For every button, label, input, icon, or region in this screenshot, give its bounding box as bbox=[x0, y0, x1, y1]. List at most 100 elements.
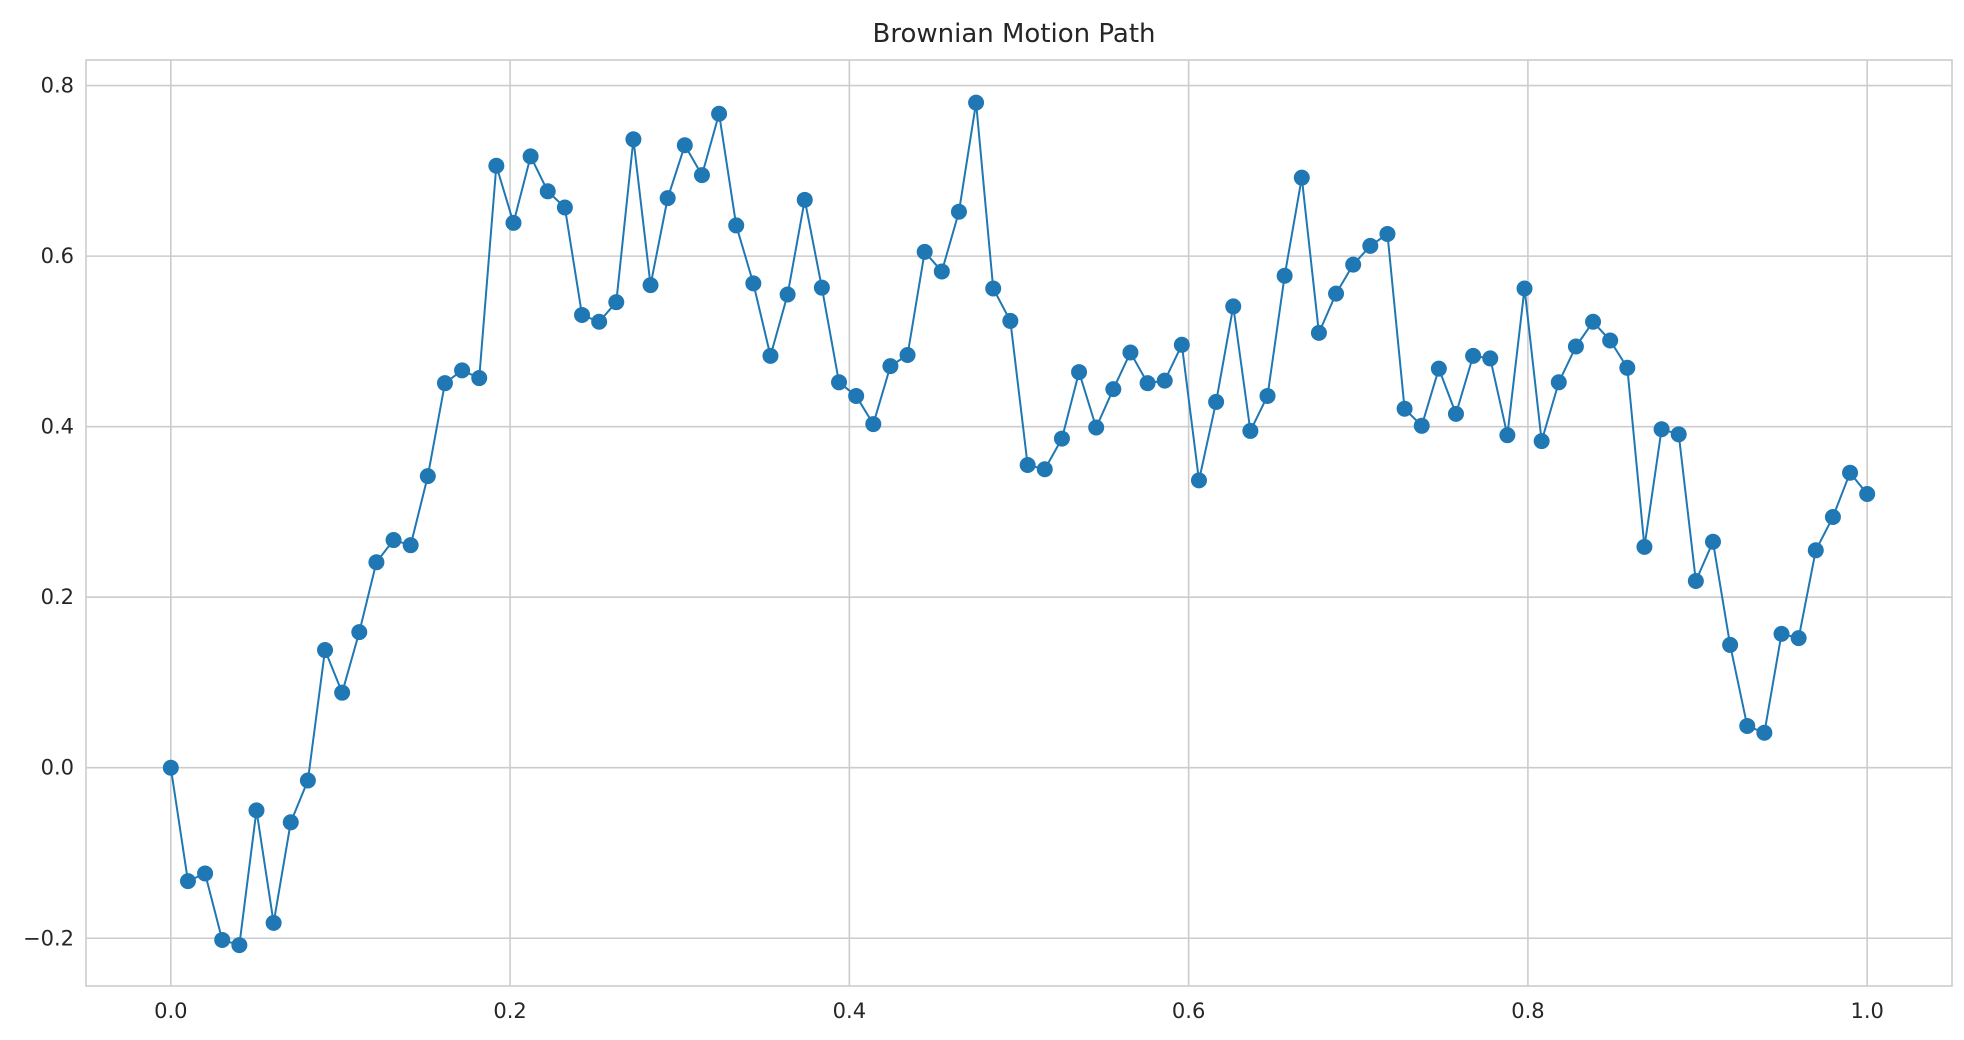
data-point bbox=[522, 148, 539, 165]
data-point bbox=[1259, 387, 1276, 404]
data-point bbox=[505, 214, 522, 231]
data-point bbox=[1053, 430, 1070, 447]
y-tick-label: 0.4 bbox=[41, 415, 74, 439]
data-point bbox=[1807, 542, 1824, 559]
data-point bbox=[693, 167, 710, 184]
data-point bbox=[796, 191, 813, 208]
data-point bbox=[1859, 486, 1876, 503]
data-point bbox=[1088, 419, 1105, 436]
data-point bbox=[1499, 427, 1516, 444]
grid bbox=[86, 60, 1952, 986]
y-tick-label: 0.2 bbox=[41, 585, 74, 609]
data-point bbox=[1242, 422, 1259, 439]
series-line bbox=[169, 101, 1868, 947]
data-point bbox=[779, 286, 796, 303]
data-point bbox=[1036, 461, 1053, 478]
data-point bbox=[1739, 717, 1756, 734]
data-point bbox=[813, 279, 830, 296]
data-point bbox=[1002, 312, 1019, 329]
data-point bbox=[1293, 169, 1310, 186]
data-point bbox=[265, 914, 282, 931]
data-point bbox=[1465, 347, 1482, 364]
y-tick-label: 0.6 bbox=[41, 244, 74, 268]
data-point bbox=[1722, 636, 1739, 653]
y-tick-label: −0.2 bbox=[23, 926, 74, 950]
y-tick-label: 0.0 bbox=[41, 756, 74, 780]
data-point bbox=[1704, 533, 1721, 550]
data-point bbox=[1619, 359, 1636, 376]
y-tick-label: 0.8 bbox=[41, 74, 74, 98]
x-tick-label: 0.8 bbox=[1511, 999, 1544, 1023]
data-point bbox=[419, 468, 436, 485]
data-point bbox=[282, 814, 299, 831]
data-point bbox=[1396, 400, 1413, 417]
data-point bbox=[1790, 630, 1807, 647]
data-point bbox=[1602, 332, 1619, 349]
x-tick-label: 0.6 bbox=[1172, 999, 1205, 1023]
data-point bbox=[1842, 464, 1859, 481]
data-point bbox=[1824, 509, 1841, 526]
data-point bbox=[1345, 256, 1362, 273]
data-point bbox=[950, 203, 967, 220]
data-point bbox=[1328, 285, 1345, 302]
data-point bbox=[676, 137, 693, 154]
data-point bbox=[231, 937, 248, 954]
data-point bbox=[1071, 364, 1088, 381]
data-point bbox=[299, 772, 316, 789]
data-point bbox=[933, 263, 950, 280]
data-point bbox=[882, 358, 899, 375]
data-point bbox=[1208, 393, 1225, 410]
data-point bbox=[1550, 374, 1567, 391]
data-point bbox=[317, 642, 334, 659]
data-point bbox=[574, 306, 591, 323]
data-point bbox=[1482, 350, 1499, 367]
x-tick-label: 0.4 bbox=[833, 999, 866, 1023]
data-point bbox=[1653, 421, 1670, 438]
data-point bbox=[556, 199, 573, 216]
data-point bbox=[1670, 426, 1687, 443]
data-point bbox=[848, 387, 865, 404]
data-point bbox=[1585, 313, 1602, 330]
data-point bbox=[1139, 375, 1156, 392]
data-point bbox=[248, 802, 265, 819]
data-point bbox=[368, 554, 385, 571]
data-point bbox=[402, 537, 419, 554]
data-point bbox=[1122, 344, 1139, 361]
data-point bbox=[1756, 724, 1773, 741]
data-point bbox=[642, 277, 659, 294]
data-point bbox=[488, 157, 505, 174]
data-point bbox=[831, 374, 848, 391]
data-point bbox=[1156, 372, 1173, 389]
x-axis: 0.0 0.2 0.4 0.6 0.8 1.0 bbox=[154, 999, 1884, 1023]
data-point bbox=[197, 865, 214, 882]
data-point bbox=[711, 105, 728, 122]
data-point bbox=[865, 416, 882, 433]
data-series bbox=[162, 94, 1876, 954]
data-point bbox=[471, 370, 488, 387]
data-point bbox=[539, 183, 556, 200]
data-point bbox=[1173, 336, 1190, 353]
data-point bbox=[728, 217, 745, 234]
data-point bbox=[214, 931, 231, 948]
plot-area bbox=[85, 59, 1953, 987]
data-point bbox=[1310, 324, 1327, 341]
data-point bbox=[1379, 225, 1396, 242]
data-point bbox=[985, 280, 1002, 297]
data-point bbox=[608, 294, 625, 311]
data-point bbox=[1362, 237, 1379, 254]
chart-title: Brownian Motion Path bbox=[872, 19, 1155, 49]
x-tick-label: 1.0 bbox=[1850, 999, 1883, 1023]
data-point bbox=[1413, 417, 1430, 434]
data-point bbox=[1687, 572, 1704, 589]
data-point bbox=[1636, 538, 1653, 555]
x-tick-label: 0.0 bbox=[154, 999, 187, 1023]
data-point bbox=[179, 873, 196, 890]
data-point bbox=[1276, 267, 1293, 284]
data-point bbox=[1105, 381, 1122, 398]
data-point bbox=[351, 624, 368, 641]
axes-frame bbox=[85, 59, 1953, 987]
data-point bbox=[1773, 625, 1790, 642]
data-point bbox=[899, 347, 916, 364]
data-point bbox=[1019, 457, 1036, 474]
